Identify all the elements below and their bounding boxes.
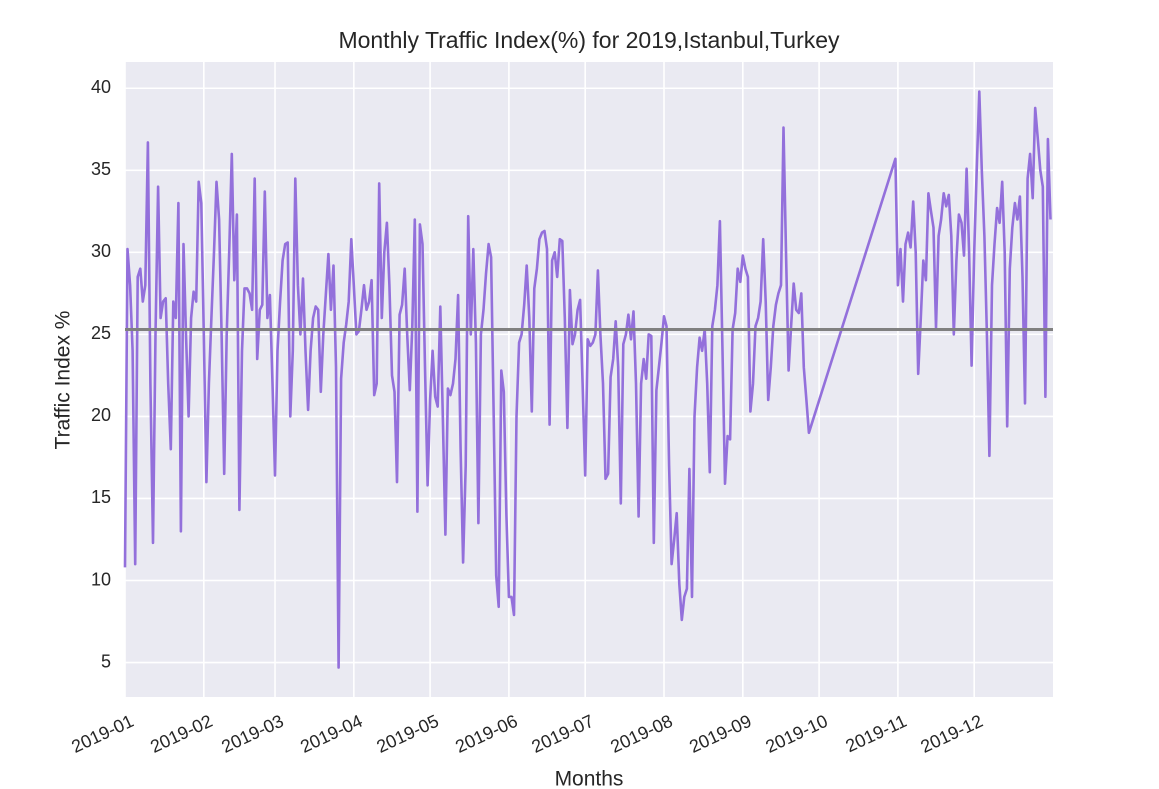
x-tick-label: 2019-11 (842, 711, 909, 756)
y-tick-label: 40 (91, 77, 111, 97)
y-tick-label: 20 (91, 405, 111, 425)
x-tick-label: 2019-04 (297, 711, 365, 757)
x-tick-label: 2019-12 (918, 711, 986, 757)
y-axis-label: Traffic Index % (52, 311, 75, 450)
x-tick-label: 2019-07 (529, 711, 597, 757)
x-tick-label: 2019-03 (218, 711, 286, 757)
x-tick-label: 2019-05 (373, 711, 441, 757)
x-tick-label: 2019-06 (452, 711, 520, 757)
y-tick-label: 15 (91, 487, 111, 507)
chart-title: Monthly Traffic Index(%) for 2019,Istanb… (338, 27, 840, 53)
x-tick-label: 2019-09 (686, 711, 754, 757)
plot-background (125, 62, 1053, 697)
y-tick-label: 25 (91, 323, 111, 343)
y-tick-label: 30 (91, 241, 111, 261)
x-tick-label: 2019-10 (762, 711, 830, 757)
x-tick-label: 2019-01 (68, 711, 136, 757)
x-axis-label: Months (555, 768, 624, 789)
x-tick-label: 2019-08 (607, 711, 675, 757)
data-line (123, 90, 1052, 669)
x-tick-label: 2019-02 (147, 711, 215, 757)
y-tick-label: 5 (101, 651, 111, 671)
y-tick-label: 35 (91, 159, 111, 179)
y-tick-label: 10 (91, 569, 111, 589)
